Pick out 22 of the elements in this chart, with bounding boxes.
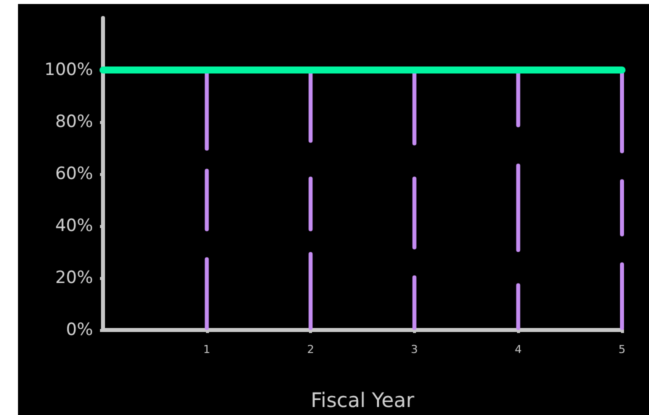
bar: [308, 252, 313, 330]
bar: [620, 179, 624, 236]
x-tick-label: 1: [203, 343, 210, 356]
x-axis-title: Fiscal Year: [310, 388, 416, 412]
y-tick-label: 80%: [55, 112, 93, 132]
x-tick-label: 3: [410, 343, 418, 356]
bar: [204, 168, 209, 232]
bar: [412, 275, 416, 330]
y-tick-label: 0%: [66, 320, 93, 340]
y-tick-label: 100%: [44, 60, 93, 80]
x-tick-label: 5: [618, 343, 626, 356]
bar: [516, 283, 520, 330]
x-tick-label: 4: [514, 343, 522, 356]
bar: [308, 176, 313, 232]
bar: [412, 176, 416, 250]
bar: [620, 262, 624, 330]
bar: [516, 164, 520, 252]
bar: [204, 257, 209, 330]
y-tick-label: 60%: [55, 164, 93, 184]
y-tick-label: 40%: [55, 216, 93, 236]
y-tick-label: 20%: [55, 268, 93, 288]
x-tick-label: 2: [307, 343, 314, 356]
